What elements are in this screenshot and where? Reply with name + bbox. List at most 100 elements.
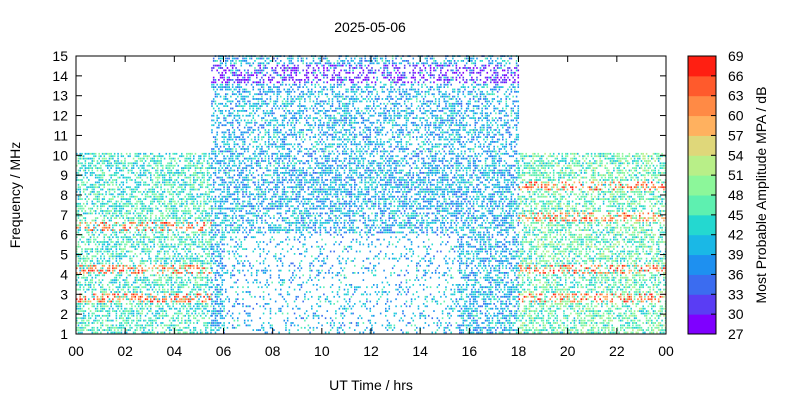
heatmap-cell xyxy=(247,179,249,181)
heatmap-cell xyxy=(77,322,80,324)
heatmap-cell xyxy=(240,224,243,227)
heatmap-cell xyxy=(205,191,207,193)
heatmap-cell xyxy=(218,207,220,210)
heatmap-cell xyxy=(231,64,234,67)
heatmap-cell xyxy=(86,152,88,155)
heatmap-cell xyxy=(76,250,78,253)
heatmap-cell xyxy=(187,298,190,301)
heatmap-cell xyxy=(208,298,211,301)
heatmap-cell xyxy=(119,167,121,169)
heatmap-cell xyxy=(107,300,109,303)
heatmap-cell xyxy=(94,264,97,267)
heatmap-cell xyxy=(143,272,145,274)
heatmap-cell xyxy=(125,310,128,312)
heatmap-cell xyxy=(175,210,178,212)
heatmap-cell xyxy=(184,241,186,243)
heatmap-cell xyxy=(76,248,78,250)
heatmap-cell xyxy=(206,253,209,255)
heatmap-cell xyxy=(146,312,149,315)
heatmap-cell xyxy=(210,224,212,227)
heatmap-cell xyxy=(91,267,94,270)
heatmap-cell xyxy=(254,226,256,229)
heatmap-cell xyxy=(262,112,265,115)
heatmap-cell xyxy=(208,322,211,324)
heatmap-cell xyxy=(163,260,166,262)
heatmap-cell xyxy=(268,183,270,186)
heatmap-cell xyxy=(194,207,197,210)
heatmap-cell xyxy=(150,298,152,301)
heatmap-cell xyxy=(237,202,239,205)
heatmap-cell xyxy=(230,112,232,115)
heatmap-cell xyxy=(81,329,83,331)
heatmap-cell xyxy=(247,222,249,224)
heatmap-cell xyxy=(168,319,171,322)
heatmap-cell xyxy=(264,219,267,222)
heatmap-cell xyxy=(228,88,230,91)
heatmap-cell xyxy=(199,329,202,331)
heatmap-cell xyxy=(216,212,218,215)
heatmap-cell xyxy=(165,281,168,284)
heatmap-cell xyxy=(219,193,222,196)
heatmap-cell xyxy=(162,224,164,227)
heatmap-cell xyxy=(231,269,234,272)
heatmap-cell xyxy=(132,243,135,246)
heatmap-cell xyxy=(113,245,116,248)
heatmap-cell xyxy=(233,110,236,112)
heatmap-cell xyxy=(201,183,204,186)
heatmap-cell xyxy=(187,207,190,210)
heatmap-cell xyxy=(256,210,258,212)
heatmap-cell xyxy=(216,207,218,210)
heatmap-cell xyxy=(249,324,251,327)
heatmap-cell xyxy=(245,102,248,105)
heatmap-cell xyxy=(223,255,225,258)
heatmap-cell xyxy=(198,188,200,191)
heatmap-cell xyxy=(129,162,131,165)
heatmap-cell xyxy=(256,155,258,158)
heatmap-cell xyxy=(136,202,138,205)
heatmap-cell xyxy=(107,202,109,205)
heatmap-cell xyxy=(148,257,150,260)
heatmap-cell xyxy=(122,198,125,200)
heatmap-cell xyxy=(214,288,217,291)
heatmap-cell xyxy=(177,210,180,212)
heatmap-cell xyxy=(131,319,133,322)
heatmap-cell xyxy=(110,245,112,248)
heatmap-cell xyxy=(120,288,123,291)
heatmap-cell xyxy=(167,217,169,219)
heatmap-cell xyxy=(228,231,230,234)
heatmap-cell xyxy=(218,124,220,127)
heatmap-cell xyxy=(218,326,220,329)
heatmap-cell xyxy=(233,267,236,270)
heatmap-cell xyxy=(170,205,173,208)
heatmap-cell xyxy=(94,250,97,253)
heatmap-cell xyxy=(199,157,202,160)
heatmap-cell xyxy=(223,200,225,203)
heatmap-cell xyxy=(103,274,106,277)
heatmap-cell xyxy=(268,303,270,305)
heatmap-cell xyxy=(117,155,119,158)
heatmap-cell xyxy=(122,264,125,267)
heatmap-cell xyxy=(218,183,220,186)
heatmap-cell xyxy=(199,202,202,205)
heatmap-cell xyxy=(82,269,85,272)
heatmap-cell xyxy=(211,260,213,262)
heatmap-cell xyxy=(235,300,237,303)
heatmap-cell xyxy=(100,179,102,181)
heatmap-cell xyxy=(243,69,246,72)
heatmap-cell xyxy=(206,284,209,286)
heatmap-cell xyxy=(162,164,164,167)
heatmap-cell xyxy=(153,198,155,200)
heatmap-cell xyxy=(172,198,174,200)
heatmap-cell xyxy=(252,172,255,174)
heatmap-cell xyxy=(86,255,88,258)
heatmap-cell xyxy=(266,207,268,210)
heatmap-cell xyxy=(191,257,193,260)
heatmap-cell xyxy=(266,243,268,246)
heatmap-cell xyxy=(139,160,142,162)
heatmap-cell xyxy=(240,148,243,150)
heatmap-cell xyxy=(257,205,260,208)
heatmap-cell xyxy=(129,217,131,219)
heatmap-cell xyxy=(211,167,213,169)
heatmap-cell xyxy=(88,207,90,210)
heatmap-cell xyxy=(205,253,207,255)
